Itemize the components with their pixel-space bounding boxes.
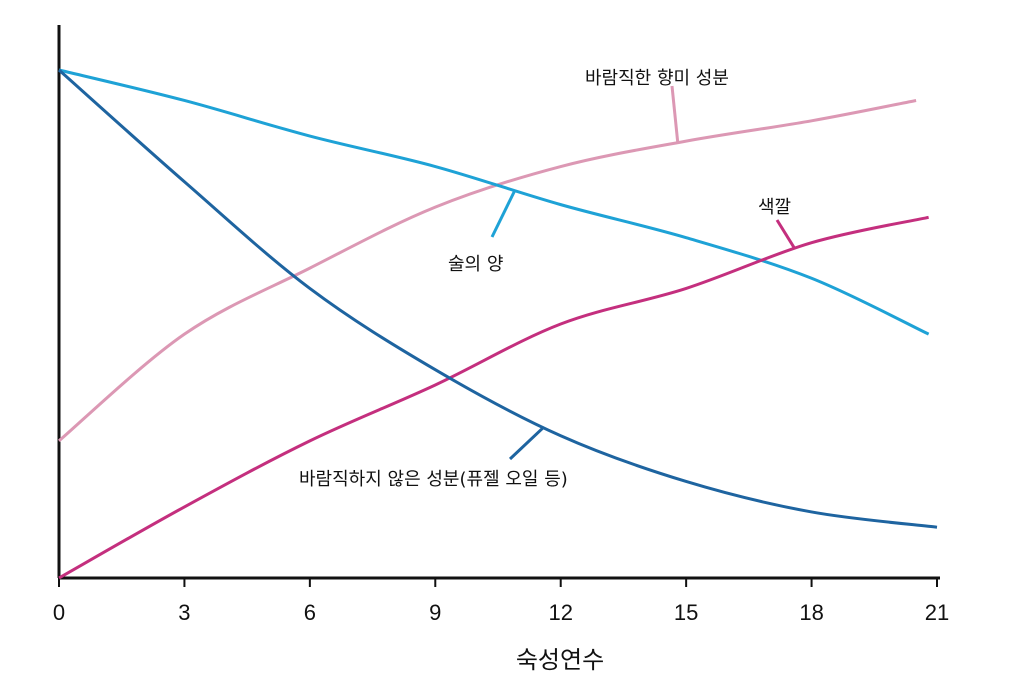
- x-tick-label: 18: [799, 600, 823, 625]
- series-line-undesirable: [58, 68, 938, 529]
- leader-desirable-flavor: [670, 85, 680, 143]
- series-line-desirable-flavor: [58, 99, 917, 442]
- x-tick-label: 15: [674, 600, 698, 625]
- series-line-color: [58, 215, 929, 580]
- x-tick-label: 21: [925, 600, 949, 625]
- label-desirable-flavor: 바람직한 향미 성분: [585, 68, 729, 89]
- leader-color: [775, 219, 797, 250]
- leader-undesirable: [508, 425, 546, 461]
- x-tick-label: 0: [53, 600, 65, 625]
- leader-alcohol: [490, 189, 517, 238]
- x-axis-title: 숙성연수: [516, 646, 604, 674]
- label-alcohol: 술의 양: [448, 254, 503, 275]
- label-color: 색깔: [758, 197, 791, 218]
- x-tick-label: 6: [304, 600, 316, 625]
- x-tick-label: 3: [178, 600, 190, 625]
- x-tick-label: 12: [548, 600, 572, 625]
- label-undesirable: 바람직하지 않은 성분(퓨젤 오일 등): [299, 469, 568, 490]
- x-tick-label: 9: [429, 600, 441, 625]
- x-ticks: 0 3 6 9 12 15 18 21: [53, 578, 949, 625]
- series-line-alcohol: [58, 68, 930, 336]
